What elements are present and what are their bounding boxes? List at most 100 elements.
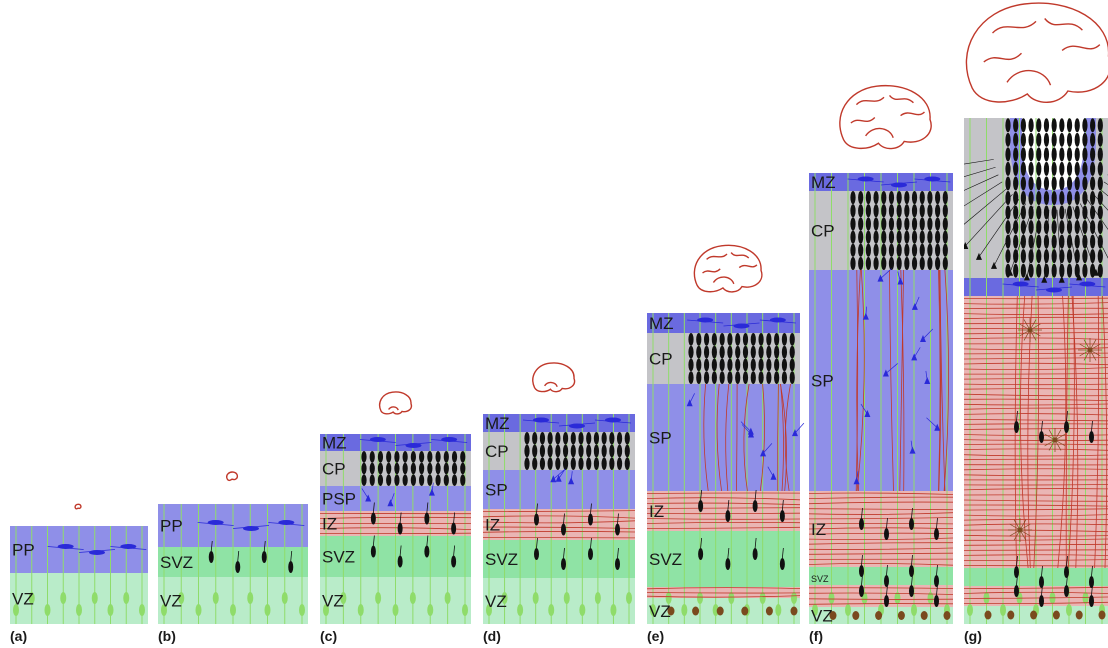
- migrating-neuron: [1089, 595, 1094, 607]
- cortical-plate-neuron: [742, 371, 749, 384]
- zone-label-c-cp: CP: [322, 460, 346, 479]
- zone-label-b-vz: VZ: [160, 592, 182, 611]
- cortical-plate-neuron: [1036, 263, 1042, 278]
- panel-a-glia: [13, 526, 145, 624]
- leading-process: [700, 489, 703, 501]
- zone-label-c-mz: MZ: [322, 434, 347, 453]
- cortical-plate-neuron: [562, 432, 569, 445]
- radial-column: [964, 166, 996, 178]
- cortical-plate-neuron: [865, 204, 871, 218]
- leading-process: [590, 503, 592, 514]
- cortical-plate-neuron: [742, 358, 749, 372]
- cortical-plate-neuron: [703, 358, 710, 372]
- subplate-dendrite: [922, 328, 934, 340]
- axon-fiber: [964, 543, 1108, 546]
- leading-process: [617, 547, 619, 559]
- cortical-plate-neuron: [727, 358, 733, 372]
- cortical-plate-neuron: [1013, 205, 1019, 220]
- cortical-plate-neuron: [942, 191, 948, 205]
- zone-e-sp: [647, 384, 800, 491]
- radial-axon-fiber: [716, 383, 722, 492]
- migrating-neuron: [698, 548, 704, 560]
- cortical-plate-neuron: [377, 451, 384, 463]
- pioneer-neurite: [687, 319, 724, 324]
- cortical-plate-neuron: [1059, 234, 1065, 249]
- cortical-plate-neuron: [881, 191, 887, 205]
- cortical-plate-neuron: [774, 371, 780, 384]
- axon-fiber: [646, 592, 801, 594]
- brain-outline-d: [532, 362, 576, 393]
- cortical-plate-neuron: [696, 345, 702, 359]
- radial-glia-cell: [486, 604, 492, 616]
- cortical-plate-neuron: [1020, 263, 1026, 278]
- cortical-plate-neuron: [547, 457, 553, 470]
- cortical-plate-neuron: [1082, 118, 1088, 133]
- axon-fiber: [964, 549, 1108, 551]
- radial-glia-cell: [828, 592, 835, 604]
- ventricular-cell: [692, 606, 700, 616]
- subplate-dendrite: [897, 271, 901, 282]
- cortical-plate-neuron: [1043, 191, 1050, 205]
- pyramidal-neuron: [1058, 275, 1065, 283]
- cortical-plate-neuron: [919, 204, 925, 218]
- cortical-plate-neuron: [1013, 161, 1019, 176]
- brain-outline-a: [74, 503, 82, 510]
- brain-outline-c: [378, 391, 413, 415]
- cortical-plate-neuron: [896, 217, 902, 231]
- cortical-plate-neuron: [881, 256, 887, 270]
- panel-a-cells: [47, 544, 147, 555]
- radial-glia-cell: [911, 604, 917, 616]
- cortical-plate-neuron: [1013, 118, 1019, 133]
- cortical-plate-neuron: [1020, 249, 1026, 264]
- subplate-dendrite: [926, 417, 938, 429]
- cortical-plate-neuron: [911, 191, 918, 205]
- subplate-dendrite: [740, 421, 752, 432]
- cortical-plate-neuron: [1043, 132, 1050, 147]
- cortical-plate-neuron: [361, 462, 367, 475]
- cortical-plate-neuron: [735, 358, 741, 372]
- cortical-plate-neuron: [1036, 118, 1042, 133]
- cortical-plate-neuron: [696, 358, 702, 372]
- migrating-neuron: [588, 548, 593, 560]
- panel-label-a: (a): [10, 628, 27, 644]
- radial-glia-cell: [60, 592, 67, 604]
- cortical-plate-neuron: [1097, 176, 1103, 191]
- zone-label-d-vz: VZ: [485, 592, 507, 611]
- pyramidal-neuron: [1041, 275, 1048, 283]
- radial-glia-cell: [107, 604, 114, 616]
- leading-process: [1091, 584, 1093, 596]
- radial-glia-cell: [299, 604, 305, 616]
- cortical-plate-neuron: [1066, 176, 1073, 191]
- cortical-plate-neuron: [1028, 132, 1034, 147]
- axon-fiber: [964, 484, 1108, 486]
- leading-process: [700, 537, 703, 549]
- cortical-plate-neuron: [727, 345, 733, 359]
- cortical-plate-neuron: [1020, 176, 1026, 191]
- cortical-plate-neuron: [703, 371, 710, 384]
- cortical-plate-neuron: [624, 444, 630, 458]
- axon-fiber: [964, 313, 1108, 316]
- cortical-plate-neuron: [1066, 249, 1073, 264]
- ventricular-cell: [920, 611, 928, 620]
- cortical-plate-neuron: [911, 204, 918, 218]
- axon-fiber: [808, 492, 954, 495]
- cortical-plate-neuron: [1051, 147, 1057, 162]
- zone-label-f-vz: VZ: [811, 607, 833, 626]
- cortical-plate-neuron: [616, 444, 623, 458]
- cortical-plate-neuron: [1082, 161, 1088, 176]
- radial-glia-cell: [1082, 592, 1089, 604]
- axon-fiber: [964, 352, 1108, 355]
- zone-label-e-sp: SP: [649, 429, 672, 448]
- subplate-dendrite: [390, 493, 395, 504]
- cortical-plate-neuron: [586, 444, 592, 458]
- cortical-plate-neuron: [919, 243, 925, 257]
- radial-glia-cell: [728, 592, 735, 604]
- cortical-plate-neuron: [1020, 220, 1026, 235]
- subplate-dendrite: [741, 424, 752, 435]
- brain-icon: [965, 2, 1108, 103]
- migrating-neuron: [725, 558, 731, 570]
- cortical-plate-neuron: [1013, 132, 1019, 147]
- radial-glia-cell: [1000, 604, 1006, 616]
- pioneer-neurite: [1035, 286, 1073, 291]
- radial-axon-fiber: [899, 269, 904, 492]
